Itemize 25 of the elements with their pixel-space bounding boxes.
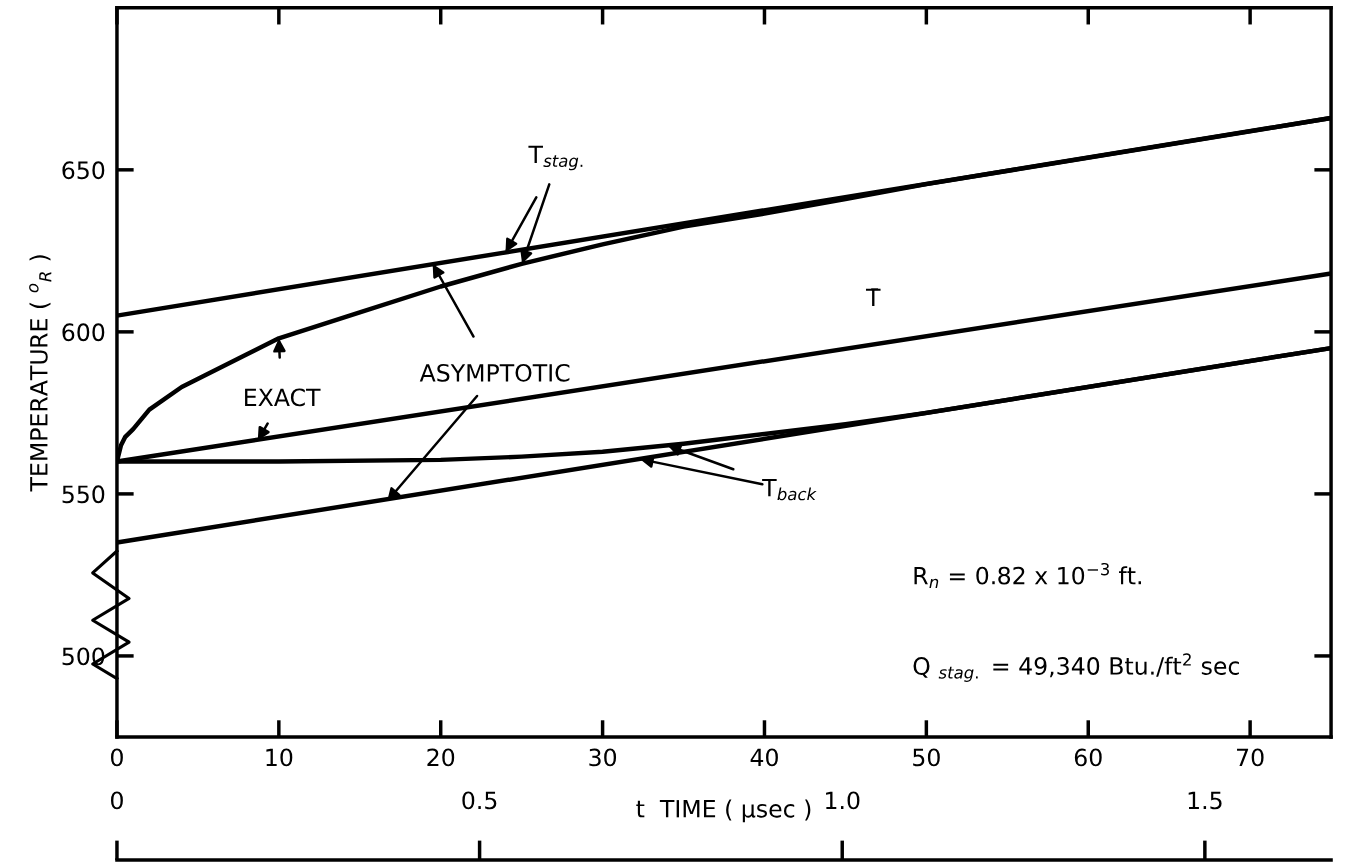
y-axis-title: TEMPERATURE ( $^{o}$$_{R}$ ) bbox=[29, 255, 52, 492]
x2-tick-label: 1.5 bbox=[1188, 791, 1222, 810]
x-tick-label: 70 bbox=[1237, 748, 1264, 767]
y-tick-label: 500 bbox=[62, 647, 105, 666]
annotation: T$_{stag.}$ bbox=[528, 145, 583, 171]
x-tick-label: 20 bbox=[427, 748, 455, 767]
y-tick-label: 650 bbox=[62, 161, 105, 180]
annotation: T̄ bbox=[865, 288, 881, 306]
x2-axis-title: t TIME ( µsec ) bbox=[636, 799, 811, 823]
y-tick-label: 550 bbox=[62, 485, 105, 504]
x-tick-label: 40 bbox=[750, 748, 778, 767]
x2-tick-label: 0 bbox=[111, 791, 123, 810]
annotation: R$_{n}$ = 0.82 x 10$^{−3}$ ft. bbox=[914, 562, 1141, 589]
y-tick-label: 600 bbox=[62, 323, 105, 342]
x-tick-label: 60 bbox=[1074, 748, 1102, 767]
x-tick-label: 30 bbox=[589, 748, 617, 767]
x-tick-label: 50 bbox=[913, 748, 940, 767]
annotation: Q $_{stag.}$ = 49,340 Btu./ft$^{2}$ sec bbox=[913, 653, 1239, 682]
annotation: ASYMPTOTIC bbox=[419, 363, 570, 382]
x-tick-label: 10 bbox=[266, 748, 293, 767]
annotation: T$_{back}$ bbox=[762, 479, 817, 501]
x-tick-label: 0 bbox=[111, 748, 123, 767]
annotation: EXACT bbox=[245, 388, 321, 407]
x2-tick-label: 1.0 bbox=[826, 791, 860, 810]
x2-tick-label: 0.5 bbox=[462, 791, 497, 810]
